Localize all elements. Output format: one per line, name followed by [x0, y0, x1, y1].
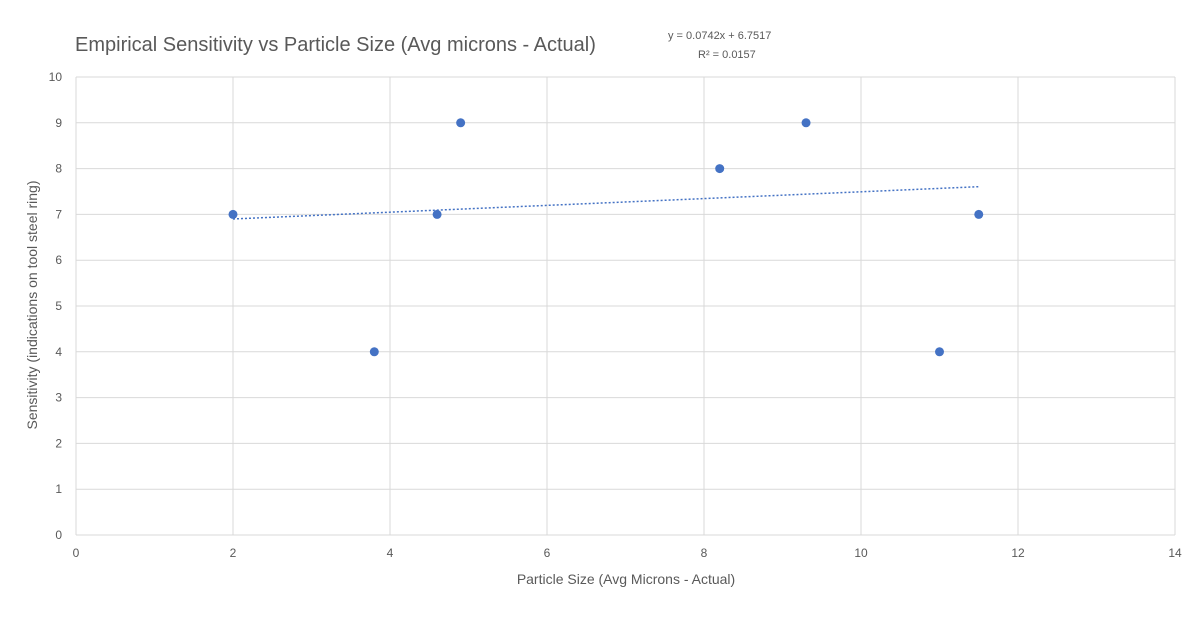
data-point: [228, 209, 238, 219]
data-point: [456, 118, 466, 128]
data-point: [432, 209, 442, 219]
chart-title: Empirical Sensitivity vs Particle Size (…: [75, 34, 596, 56]
y-tick-label: 6: [55, 253, 62, 267]
y-tick-label: 8: [55, 162, 62, 176]
y-tick-label: 10: [49, 70, 63, 84]
y-tick-label: 9: [55, 116, 62, 130]
y-tick-label: 1: [55, 482, 62, 496]
plot-grid: [75, 76, 1176, 536]
x-tick-label: 6: [544, 546, 551, 560]
x-tick-label: 12: [1011, 546, 1025, 560]
data-point: [715, 164, 725, 174]
trendline-equation: y = 0.0742x + 6.7517: [668, 30, 771, 42]
data-point: [801, 118, 811, 128]
x-tick-label: 4: [387, 546, 394, 560]
y-tick-label: 7: [55, 207, 62, 221]
data-point: [935, 347, 944, 357]
y-tick-label: 2: [55, 436, 62, 450]
trendline: [232, 185, 979, 220]
x-tick-label: 0: [73, 546, 80, 560]
data-points: [228, 118, 984, 357]
x-tick-label: 2: [230, 546, 237, 560]
y-axis-ticks: 0 1 2 3 4 5 6 7 8 9 10: [49, 70, 63, 542]
data-point: [369, 347, 379, 357]
y-tick-label: 4: [55, 345, 62, 359]
y-tick-label: 0: [55, 528, 62, 542]
y-tick-label: 5: [55, 299, 62, 313]
data-point: [974, 209, 984, 219]
x-axis-label: Particle Size (Avg Microns - Actual): [517, 571, 735, 587]
x-tick-label: 10: [854, 546, 868, 560]
trendline-r-squared: R² = 0.0157: [698, 49, 756, 61]
x-axis-ticks: 0 2 4 6 8 10 12 14: [73, 546, 1182, 560]
x-tick-label: 8: [701, 546, 708, 560]
y-axis-label: Sensitivity (indications on tool steel r…: [24, 180, 40, 429]
y-tick-label: 3: [55, 391, 62, 405]
x-tick-label: 14: [1168, 546, 1182, 560]
